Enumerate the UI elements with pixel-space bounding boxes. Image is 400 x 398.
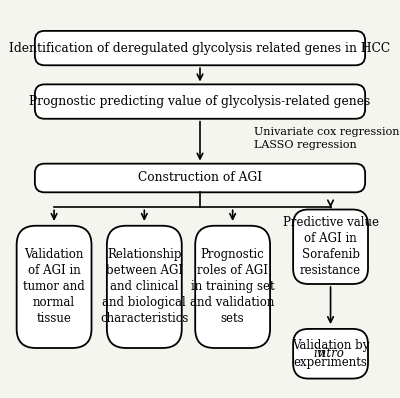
Text: Relationship
between AGI
and clinical
and biological
characteristics: Relationship between AGI and clinical an… [100,248,188,326]
Text: vitro: vitro [317,347,344,360]
FancyBboxPatch shape [195,226,270,348]
Text: experiments: experiments [294,356,368,369]
Text: Validation
of AGI in
tumor and
normal
tissue: Validation of AGI in tumor and normal ti… [23,248,85,326]
Text: Construction of AGI: Construction of AGI [138,172,262,185]
Text: Identification of deregulated glycolysis related genes in HCC: Identification of deregulated glycolysis… [10,41,390,55]
Text: Validation by: Validation by [292,339,369,352]
Text: Prognostic predicting value of glycolysis-related genes: Prognostic predicting value of glycolysi… [29,95,371,108]
FancyBboxPatch shape [293,329,368,378]
FancyBboxPatch shape [293,209,368,284]
Text: in: in [314,347,348,360]
FancyBboxPatch shape [35,31,365,65]
FancyBboxPatch shape [107,226,182,348]
FancyBboxPatch shape [35,84,365,119]
Text: Univariate cox regression,
LASSO regression: Univariate cox regression, LASSO regress… [254,127,400,150]
FancyBboxPatch shape [17,226,92,348]
Text: Predictive value
of AGI in
Sorafenib
resistance: Predictive value of AGI in Sorafenib res… [282,216,378,277]
FancyBboxPatch shape [35,164,365,192]
Text: Prognostic
roles of AGI
in training set
and validation
sets: Prognostic roles of AGI in training set … [190,248,275,326]
